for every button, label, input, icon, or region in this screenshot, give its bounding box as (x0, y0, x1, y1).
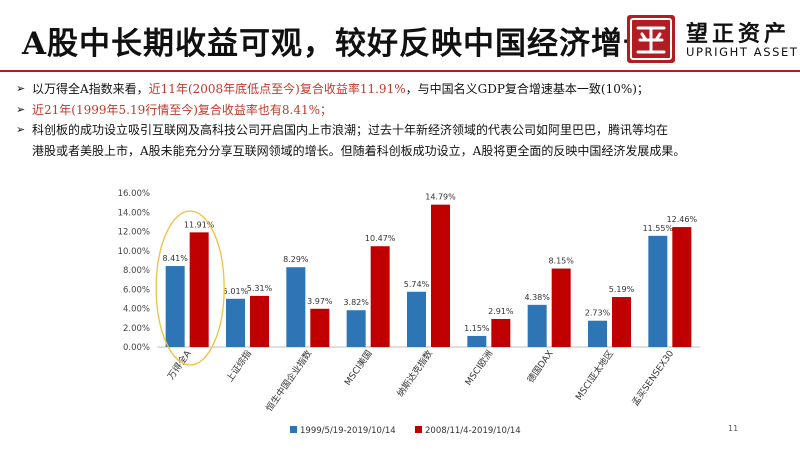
data-label: 14.79% (425, 193, 456, 202)
bullet-item: ➢ 近21年(1999年5.19行情至今)复合收益率也有8.41%； (16, 100, 796, 121)
bullet-arrow-icon: ➢ (16, 82, 26, 95)
data-label: 1.15% (464, 324, 490, 333)
returns-bar-chart: A股与世界主要股指收益率比较0.00%2.00%4.00%6.00%8.00%1… (118, 189, 700, 436)
bullet-text: ，与中国名义GDP复合增速基本一致(10%)； (405, 82, 649, 96)
bar (226, 298, 245, 347)
y-tick-label: 16.00% (118, 189, 150, 199)
bullet-item: ➢ 以万得全A指数来看，近11年(2008年底低点至今)复合收益率11.91%，与… (16, 79, 796, 100)
x-tick-label: MSCI美国 (342, 348, 375, 388)
y-tick-label: 0.00% (123, 343, 150, 353)
y-tick-label: 2.00% (123, 324, 150, 334)
y-tick-label: 10.00% (118, 247, 150, 257)
page-number: 11 (728, 424, 739, 433)
data-label: 5.74% (404, 280, 430, 289)
data-label: 5.31% (247, 284, 273, 293)
data-label: 5.01% (223, 287, 249, 296)
bar (527, 304, 547, 347)
page-title: A股中长期收益可观，较好反映中国经济增长 (22, 26, 656, 62)
bar (250, 295, 269, 347)
bar (612, 297, 631, 347)
logo-seal-icon (627, 15, 675, 63)
bullet-text: 以万得全A指数来看， (32, 82, 149, 96)
bar (431, 204, 450, 347)
data-label: 8.29% (283, 255, 309, 264)
bar (346, 310, 366, 347)
bullet-item: ➢ 科创板的成功设立吸引互联网及高科技公司开启国内上市浪潮；过去十年新经济领域的代… (16, 120, 796, 141)
bar (165, 266, 185, 347)
bar (189, 232, 209, 347)
data-label: 11.91% (184, 220, 215, 229)
bullet-text: 科创板的成功设立吸引互联网及高科技公司开启国内上市浪潮；过去十年新经济领域的代表… (32, 123, 669, 137)
data-label: 4.38% (524, 293, 550, 302)
bullet-text: 港股或者美股上市，A股未能充分分享互联网领域的增长。但随着科创板成功设立，A股将… (32, 143, 686, 158)
highlight-ellipse (155, 210, 225, 366)
y-tick-label: 14.00% (118, 208, 150, 218)
x-tick-label: 上证综指 (223, 348, 253, 384)
x-tick-label: 孟买SENSEX30 (630, 348, 677, 408)
bullet-highlight-text: 近11年(2008年底低点至今)复合收益率11.91% (148, 82, 406, 96)
data-label: 8.15% (548, 257, 574, 266)
legend-swatch (415, 426, 422, 433)
bar (370, 246, 390, 347)
x-tick-label: 纳斯达克指数 (394, 348, 435, 399)
x-tick-label: MSCI欧洲 (462, 348, 495, 388)
y-tick-label: 12.00% (118, 228, 150, 238)
data-label: 2.91% (488, 307, 514, 316)
bar (491, 318, 511, 347)
bar (672, 227, 692, 347)
y-tick-label: 6.00% (123, 285, 150, 295)
bar (407, 291, 426, 347)
data-label: 3.82% (343, 298, 369, 307)
logo-name-cn: 望正资产 (686, 22, 791, 47)
y-tick-label: 4.00% (123, 305, 150, 315)
bullet-arrow-icon: ➢ (16, 123, 26, 136)
y-tick-label: 8.00% (123, 266, 150, 276)
bullet-list: ➢ 以万得全A指数来看，近11年(2008年底低点至今)复合收益率11.91%，与… (16, 79, 796, 161)
bullet-arrow-icon: ➢ (16, 102, 26, 116)
legend-label: 1999/5/19-2019/10/14 (300, 426, 396, 436)
x-tick-label: 恒生中国企业指数 (263, 348, 314, 414)
bar (286, 267, 306, 347)
data-label: 2.73% (585, 309, 611, 318)
bar (588, 320, 607, 347)
bullet-item: 港股或者美股上市，A股未能充分分享互联网领域的增长。但随着科创板成功设立，A股将… (16, 141, 796, 162)
logo-name-en: UPRIGHT ASSET (686, 45, 799, 59)
data-label: 10.47% (365, 234, 396, 243)
bar (551, 268, 571, 347)
company-logo: 望正资产 UPRIGHT ASSET (626, 14, 797, 66)
legend-swatch (290, 426, 297, 433)
bar (310, 308, 330, 347)
x-tick-label: MSCI亚太地区 (573, 348, 616, 403)
bullet-highlight-text: 近21年(1999年5.19行情至今)复合收益率也有8.41%； (32, 102, 333, 117)
bar (648, 235, 668, 347)
data-label: 11.55% (643, 224, 674, 233)
data-label: 5.19% (609, 285, 635, 294)
data-label: 12.46% (667, 215, 698, 224)
data-label: 8.41% (162, 254, 188, 263)
legend-label: 2008/11/4-2019/10/14 (425, 426, 521, 436)
bar (467, 335, 487, 347)
data-label: 3.97% (307, 297, 333, 306)
x-tick-label: 德国DAX (525, 348, 556, 385)
header-divider (0, 70, 800, 72)
